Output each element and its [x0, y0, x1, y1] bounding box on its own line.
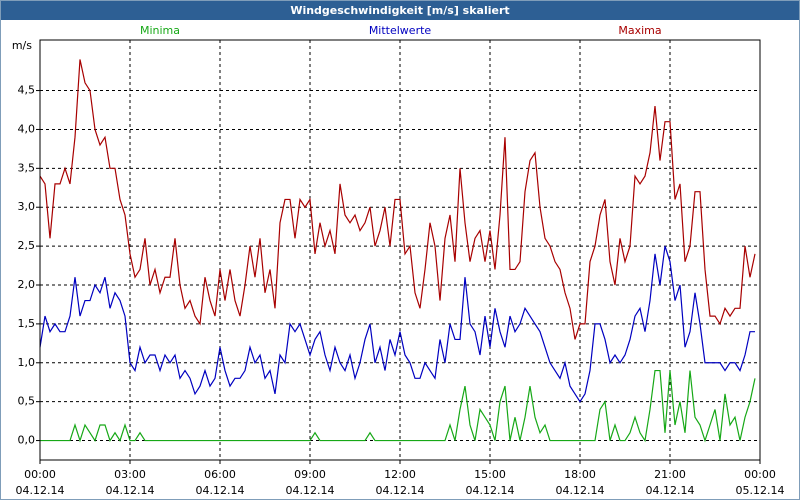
- x-tick-label: 00:00: [744, 468, 776, 481]
- y-tick-label: 3,5: [18, 161, 36, 174]
- x-tick-label: 03:00: [114, 468, 146, 481]
- y-tick-label: 4,5: [18, 84, 36, 97]
- data-line: [40, 369, 756, 443]
- x-tick-date: 04.12.14: [106, 484, 155, 497]
- x-tick-date: 05.12.14: [736, 484, 785, 497]
- y-tick-label: 2,5: [18, 239, 36, 252]
- x-tick-date: 04.12.14: [196, 484, 245, 497]
- x-tick-date: 04.12.14: [556, 484, 605, 497]
- x-tick-label: 12:00: [384, 468, 416, 481]
- y-axis-unit: m/s: [12, 39, 32, 52]
- y-tick-label: 2,0: [18, 278, 36, 291]
- x-tick-label: 18:00: [564, 468, 596, 481]
- y-tick-label: 0,5: [18, 395, 36, 408]
- y-tick-label: 0,0: [18, 434, 36, 447]
- chart-title: Windgeschwindigkeit [m/s] skaliert: [290, 4, 509, 17]
- x-tick-label: 21:00: [654, 468, 686, 481]
- x-tick-date: 04.12.14: [466, 484, 515, 497]
- x-tick-date: 04.12.14: [16, 484, 65, 497]
- x-tick-date: 04.12.14: [286, 484, 335, 497]
- title-bar: [1, 1, 799, 20]
- x-tick-date: 04.12.14: [376, 484, 425, 497]
- x-tick-label: 09:00: [294, 468, 326, 481]
- plot-border: [39, 39, 761, 461]
- x-tick-label: 06:00: [204, 468, 236, 481]
- data-line: [39, 245, 755, 403]
- y-tick-label: 1,0: [18, 356, 36, 369]
- x-tick-label: 15:00: [474, 468, 506, 481]
- legend-entry: Mittelwerte: [369, 24, 432, 37]
- data-line: [39, 59, 756, 340]
- x-tick-label: 00:00: [24, 468, 56, 481]
- y-tick-label: 3,0: [18, 200, 36, 213]
- legend-entry: Maxima: [618, 24, 661, 37]
- x-tick-date: 04.12.14: [646, 484, 695, 497]
- y-tick-label: 4,0: [18, 122, 36, 135]
- legend-entry: Minima: [140, 24, 180, 37]
- y-tick-label: 1,5: [18, 317, 36, 330]
